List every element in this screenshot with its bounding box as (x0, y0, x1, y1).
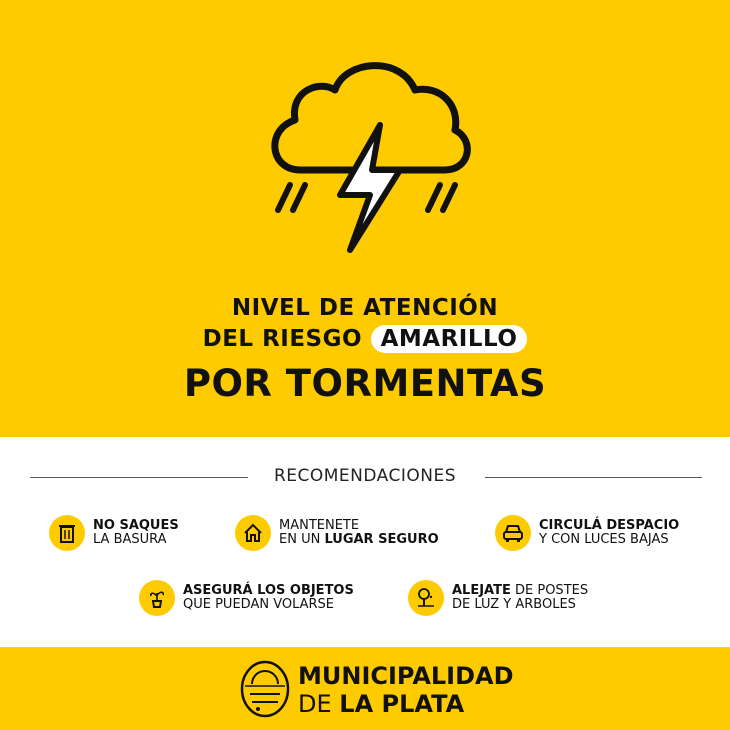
divider-left (30, 477, 248, 478)
risk-level-badge: AMARILLO (370, 325, 528, 353)
tree-icon (408, 580, 444, 616)
recommendation-trash: NO SAQUES LA BASURA (49, 515, 179, 551)
rec-text: Y CON LUCES BAJAS (539, 532, 669, 547)
recommendation-secure-objects: ASEGURÁ LOS OBJETOS QUE PUEDAN VOLARSE (139, 580, 354, 616)
municipality-name: MUNICIPALIDAD DE LA PLATA (298, 662, 514, 718)
footer-line-2-bold: LA PLATA (339, 690, 465, 718)
title-line-3: POR TORMENTAS (183, 362, 547, 405)
recommendation-drive-slow: CIRCULÁ DESPACIO Y CON LUCES BAJAS (495, 515, 679, 551)
title-line-2: DEL RIESGO AMARILLO (0, 325, 730, 353)
rec-text: EN UN (279, 532, 325, 547)
municipal-seal-logo (240, 660, 290, 718)
divider-right (485, 477, 702, 478)
rec-bold: NO SAQUES (93, 518, 179, 533)
potted-plant-icon (139, 580, 175, 616)
car-icon (495, 515, 531, 551)
recommendation-safe-place: MANTENETE EN UN LUGAR SEGURO (235, 515, 439, 551)
recommendations-title: RECOMENDACIONES (273, 466, 457, 486)
footer-line-1: MUNICIPALIDAD (298, 662, 514, 690)
trash-can-icon (49, 515, 85, 551)
rec-text: LA BASURA (93, 532, 167, 547)
rec-bold: ALEJATE (452, 583, 511, 598)
rec-bold: LUGAR SEGURO (324, 532, 439, 547)
storm-cloud-lightning-icon (271, 62, 471, 253)
title-line-1: NIVEL DE ATENCIÓN (231, 295, 499, 321)
rec-text: DE LUZ Y ARBOLES (452, 597, 576, 612)
rec-text: MANTENETE (279, 518, 360, 533)
rec-text: QUE PUEDAN VOLARSE (183, 597, 335, 612)
header-banner: NIVEL DE ATENCIÓN DEL RIESGO AMARILLO PO… (0, 0, 730, 437)
rec-bold: CIRCULÁ DESPACIO (539, 518, 680, 533)
footer: MUNICIPALIDAD DE LA PLATA (0, 647, 730, 730)
recommendation-stay-away: ALEJATE DE POSTES DE LUZ Y ARBOLES (408, 580, 588, 616)
rec-text: DE POSTES (510, 583, 589, 598)
title-prefix: DEL RIESGO (202, 326, 363, 352)
house-icon (235, 515, 271, 551)
footer-line-2-regular: DE (298, 690, 340, 718)
rec-bold: ASEGURÁ LOS OBJETOS (183, 583, 354, 598)
